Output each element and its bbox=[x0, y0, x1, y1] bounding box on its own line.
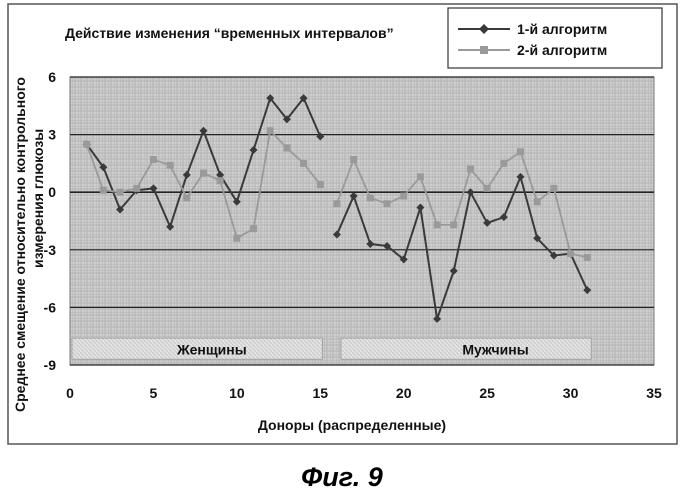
data-point bbox=[417, 173, 424, 180]
data-point bbox=[534, 198, 541, 205]
data-point bbox=[367, 194, 374, 201]
legend-label-series-2: 2-й алгоритм bbox=[517, 42, 607, 58]
data-point bbox=[484, 185, 491, 192]
annotation-men: Мужчины bbox=[462, 342, 528, 358]
x-tick-label: 5 bbox=[150, 385, 158, 401]
y-axis-label-line2: измерения глюкозы bbox=[30, 129, 46, 268]
x-tick-label: 15 bbox=[312, 385, 328, 401]
data-point bbox=[434, 221, 441, 228]
y-tick-label: 3 bbox=[48, 127, 56, 143]
data-point bbox=[350, 156, 357, 163]
chart-title: Действие изменения “временных интервалов… bbox=[65, 25, 394, 41]
data-point bbox=[233, 235, 240, 242]
data-point bbox=[450, 221, 457, 228]
x-tick-label: 20 bbox=[396, 385, 412, 401]
data-point bbox=[83, 141, 90, 148]
data-point bbox=[584, 254, 591, 261]
y-tick-label: 0 bbox=[48, 184, 56, 200]
data-point bbox=[250, 225, 257, 232]
data-point bbox=[167, 162, 174, 169]
data-point bbox=[300, 160, 307, 167]
data-point bbox=[283, 145, 290, 152]
y-axis-label-line1: Среднее смещение относительно контрольно… bbox=[12, 77, 28, 412]
x-axis-label: Доноры (распределенные) bbox=[258, 417, 446, 433]
data-point bbox=[467, 166, 474, 173]
data-point bbox=[317, 181, 324, 188]
x-tick-label: 0 bbox=[66, 385, 74, 401]
data-point bbox=[133, 185, 140, 192]
legend-box bbox=[448, 8, 662, 68]
y-tick-label: -9 bbox=[44, 357, 57, 373]
legend-label-series-1: 1-й алгоритм bbox=[517, 21, 607, 37]
data-point bbox=[217, 177, 224, 184]
x-tick-label: 35 bbox=[646, 385, 662, 401]
data-point bbox=[333, 200, 340, 207]
y-tick-label: -6 bbox=[44, 299, 57, 315]
data-point bbox=[150, 156, 157, 163]
data-point bbox=[183, 194, 190, 201]
data-point bbox=[200, 170, 207, 177]
data-point bbox=[500, 160, 507, 167]
data-point bbox=[267, 127, 274, 134]
data-point bbox=[100, 187, 107, 194]
x-tick-label: 25 bbox=[479, 385, 495, 401]
legend: 1-й алгоритм 2-й алгоритм bbox=[448, 8, 662, 68]
data-point bbox=[400, 193, 407, 200]
chart: 630-3-6-9 05101520253035 Женщины Мужчины… bbox=[0, 0, 684, 460]
legend-marker-series-2 bbox=[480, 46, 488, 54]
x-tick-label: 10 bbox=[229, 385, 245, 401]
y-tick-label: 6 bbox=[48, 69, 56, 85]
data-point bbox=[517, 148, 524, 155]
data-point bbox=[384, 200, 391, 207]
data-point bbox=[117, 189, 124, 196]
annotation-women: Женщины bbox=[176, 342, 247, 358]
x-tick-label: 30 bbox=[563, 385, 579, 401]
data-point bbox=[567, 250, 574, 257]
data-point bbox=[550, 185, 557, 192]
figure-caption: Фиг. 9 bbox=[0, 462, 684, 493]
